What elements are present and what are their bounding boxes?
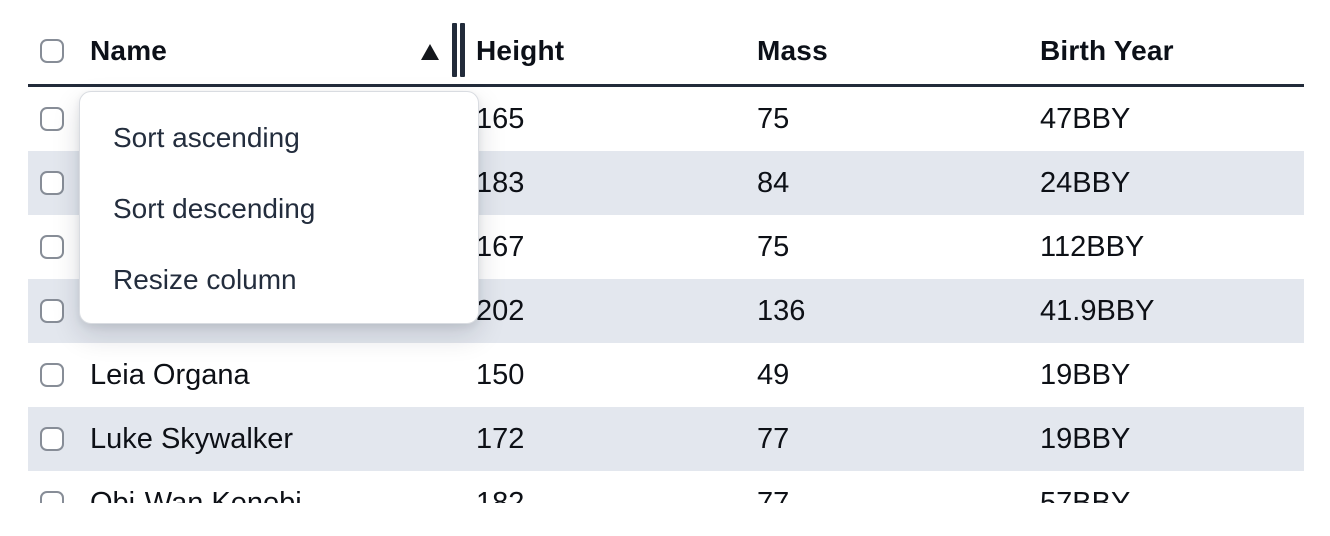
row-checkbox[interactable] <box>40 235 64 259</box>
row-checkbox[interactable] <box>40 299 64 323</box>
select-all-checkbox[interactable] <box>40 39 64 63</box>
table-header-row: Name Height Mass Birth Year <box>28 0 1304 87</box>
resize-bar-icon <box>460 23 465 77</box>
cell-birth-year: 24BBY <box>1040 166 1131 199</box>
cell-birth-year: 47BBY <box>1040 102 1131 135</box>
column-header-height[interactable]: Height <box>476 35 565 66</box>
cell-height: 165 <box>476 102 525 135</box>
cell-height: 202 <box>476 294 525 327</box>
cell-mass: 77 <box>757 422 790 455</box>
column-context-menu: Sort ascending Sort descending Resize colu… <box>79 91 479 324</box>
row-checkbox[interactable] <box>40 363 64 387</box>
row-select-cell <box>28 107 90 131</box>
cell-mass: 75 <box>757 102 790 135</box>
table-row[interactable]: Leia Organa 150 49 19BBY <box>28 343 1304 407</box>
cell-birth-year: 19BBY <box>1040 358 1131 391</box>
table-row[interactable]: Obi-Wan Kenobi 182 77 57BBY <box>28 471 1304 503</box>
row-select-cell <box>28 171 90 195</box>
cell-mass: 75 <box>757 230 790 263</box>
row-select-cell <box>28 491 90 503</box>
cell-height: 167 <box>476 230 525 263</box>
menu-item-resize-column[interactable]: Resize column <box>113 263 297 295</box>
cell-height: 182 <box>476 486 525 504</box>
cell-mass: 84 <box>757 166 790 199</box>
cell-mass: 49 <box>757 358 790 391</box>
column-header-birth-year[interactable]: Birth Year <box>1040 35 1174 66</box>
cell-birth-year: 41.9BBY <box>1040 294 1155 327</box>
menu-item-sort-ascending[interactable]: Sort ascending <box>113 121 300 153</box>
select-all-cell <box>28 39 90 63</box>
cell-name: Obi-Wan Kenobi <box>90 486 302 504</box>
resize-bar-icon <box>452 23 457 77</box>
column-header-mass[interactable]: Mass <box>757 35 828 66</box>
column-header-name[interactable]: Name <box>90 35 168 66</box>
menu-item-sort-descending[interactable]: Sort descending <box>113 192 316 224</box>
cell-mass: 136 <box>757 294 806 327</box>
sort-ascending-icon <box>421 44 439 60</box>
cell-mass: 77 <box>757 486 790 504</box>
row-checkbox[interactable] <box>40 171 64 195</box>
row-select-cell <box>28 363 90 387</box>
cell-birth-year: 112BBY <box>1040 230 1145 263</box>
row-select-cell <box>28 235 90 259</box>
cell-height: 172 <box>476 422 525 455</box>
row-select-cell <box>28 299 90 323</box>
cell-height: 150 <box>476 358 525 391</box>
row-checkbox[interactable] <box>40 107 64 131</box>
cell-birth-year: 19BBY <box>1040 422 1131 455</box>
cell-height: 183 <box>476 166 525 199</box>
column-resize-handle[interactable] <box>452 23 465 77</box>
row-select-cell <box>28 427 90 451</box>
cell-birth-year: 57BBY <box>1040 486 1131 504</box>
row-checkbox[interactable] <box>40 427 64 451</box>
row-checkbox[interactable] <box>40 491 64 503</box>
cell-name: Leia Organa <box>90 358 250 391</box>
cell-name: Luke Skywalker <box>90 422 294 455</box>
table-row[interactable]: Luke Skywalker 172 77 19BBY <box>28 407 1304 471</box>
